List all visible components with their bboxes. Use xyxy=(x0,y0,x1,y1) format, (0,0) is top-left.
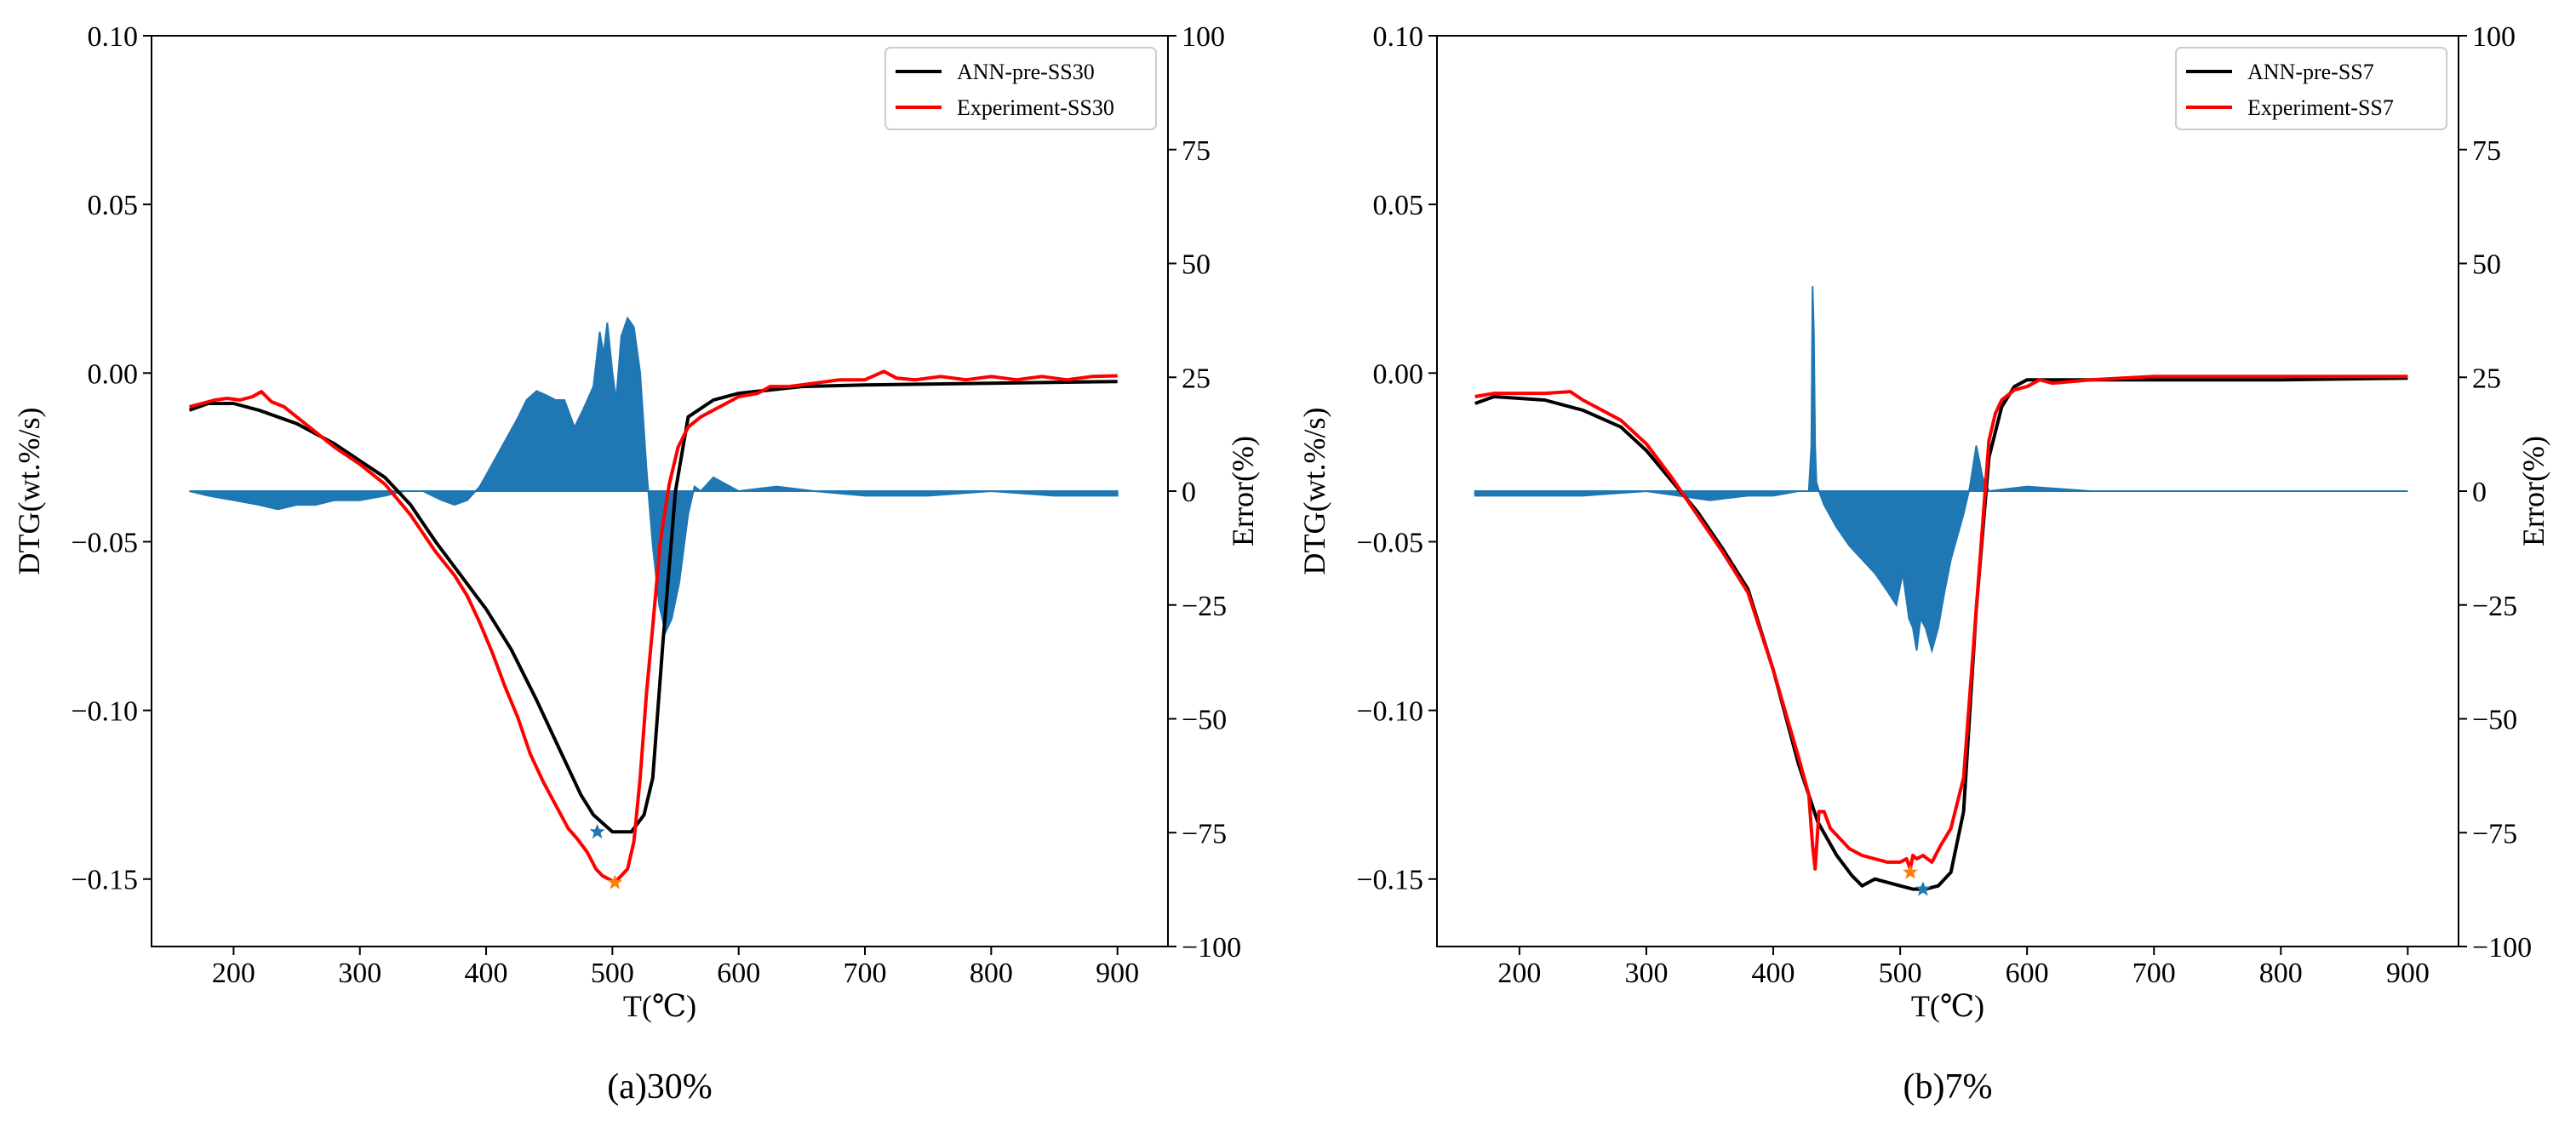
y-tick-label: 0.00 xyxy=(1373,358,1424,390)
y-tick-label: 0.00 xyxy=(88,358,139,390)
y2-tick-label: −50 xyxy=(1182,705,1227,736)
y2-tick-label: 50 xyxy=(1182,249,1211,281)
legend: ANN-pre-SS30 Experiment-SS30 xyxy=(884,47,1157,130)
y2-axis-label: Error(%) xyxy=(1226,436,1260,546)
x-tick-label: 300 xyxy=(1624,958,1668,989)
y2-tick-label: 50 xyxy=(2472,249,2501,281)
error-area xyxy=(189,316,1119,635)
y-tick-label: −0.10 xyxy=(1356,696,1423,728)
y2-tick-label: −75 xyxy=(1182,818,1227,849)
y-tick-label: −0.10 xyxy=(71,696,138,728)
y2-tick-label: 25 xyxy=(2472,363,2501,394)
y2-tick-label: −50 xyxy=(2472,705,2517,736)
x-tick-label: 800 xyxy=(2259,958,2303,989)
x-tick-label: 400 xyxy=(465,958,508,989)
series-line-experiment xyxy=(1474,375,2408,871)
y2-tick-label: −100 xyxy=(2472,932,2532,964)
peak-marker-peak_ann xyxy=(1915,881,1931,896)
x-tick-label: 200 xyxy=(1497,958,1541,989)
panel-caption: (a)30% xyxy=(607,1067,713,1107)
legend-box xyxy=(2175,47,2447,130)
y2-tick-label: 75 xyxy=(2472,135,2501,167)
x-axis-label: T(℃) xyxy=(1911,989,1984,1023)
y2-tick-label: 0 xyxy=(1182,477,1196,508)
x-tick-label: 500 xyxy=(591,958,634,989)
x-tick-label: 900 xyxy=(2386,958,2430,989)
series-line-ann xyxy=(1474,376,2408,891)
series-line-experiment xyxy=(188,369,1118,884)
peak-marker-peak_exp xyxy=(607,874,623,889)
y2-tick-label: 100 xyxy=(1182,21,1225,53)
y2-tick-label: −25 xyxy=(1182,591,1227,622)
legend-box xyxy=(884,47,1157,130)
x-tick-label: 600 xyxy=(717,958,760,989)
y-tick-label: −0.15 xyxy=(71,865,138,896)
legend-label: Experiment-SS30 xyxy=(957,95,1114,120)
y-tick-label: 0.05 xyxy=(1373,190,1424,221)
y2-tick-label: 100 xyxy=(2472,21,2516,53)
y2-tick-label: −25 xyxy=(2472,591,2517,622)
x-tick-label: 800 xyxy=(970,958,1013,989)
error-area xyxy=(1474,286,2408,655)
y-tick-label: −0.05 xyxy=(71,527,138,558)
x-tick-label: 200 xyxy=(212,958,255,989)
y-tick-label: −0.05 xyxy=(1356,527,1423,558)
x-tick-label: 300 xyxy=(338,958,381,989)
y2-tick-label: 25 xyxy=(1182,363,1211,394)
chart-panel-2: 200 300 400 500 600 700 800 9000.100.050.00−0.0… xyxy=(1297,21,2550,1107)
x-axis-label: T(℃) xyxy=(623,989,696,1023)
x-tick-label: 400 xyxy=(1752,958,1795,989)
y2-tick-label: 0 xyxy=(2472,477,2487,508)
y2-tick-label: −100 xyxy=(1182,932,1241,964)
y-tick-label: 0.10 xyxy=(1373,21,1424,53)
legend-label: ANN-pre-SS7 xyxy=(2247,60,2374,84)
y-axis-label: DTG(wt.%/s) xyxy=(12,408,46,575)
x-tick-label: 900 xyxy=(1096,958,1139,989)
peak-marker-peak_exp xyxy=(1903,864,1918,879)
x-tick-label: 700 xyxy=(844,958,887,989)
y2-tick-label: −75 xyxy=(2472,818,2517,849)
legend-label: Experiment-SS7 xyxy=(2247,95,2394,120)
y-tick-label: −0.15 xyxy=(1356,865,1423,896)
legend: ANN-pre-SS7 Experiment-SS7 xyxy=(2175,47,2447,130)
y-tick-label: 0.05 xyxy=(88,190,139,221)
chart-panel-1: 200 300 400 500 600 700 800 9000.100.050.00−0.0… xyxy=(12,21,1260,1107)
legend-label: ANN-pre-SS30 xyxy=(957,60,1095,84)
y2-axis-label: Error(%) xyxy=(2516,436,2550,546)
x-tick-label: 700 xyxy=(2132,958,2176,989)
y2-tick-label: 75 xyxy=(1182,135,1211,167)
panel-caption: (b)7% xyxy=(1903,1067,1993,1107)
x-tick-label: 500 xyxy=(1879,958,1922,989)
x-tick-label: 600 xyxy=(2006,958,2049,989)
y-tick-label: 0.10 xyxy=(88,21,139,53)
y-axis-label: DTG(wt.%/s) xyxy=(1297,408,1331,575)
peak-marker-peak_ann xyxy=(589,824,605,839)
